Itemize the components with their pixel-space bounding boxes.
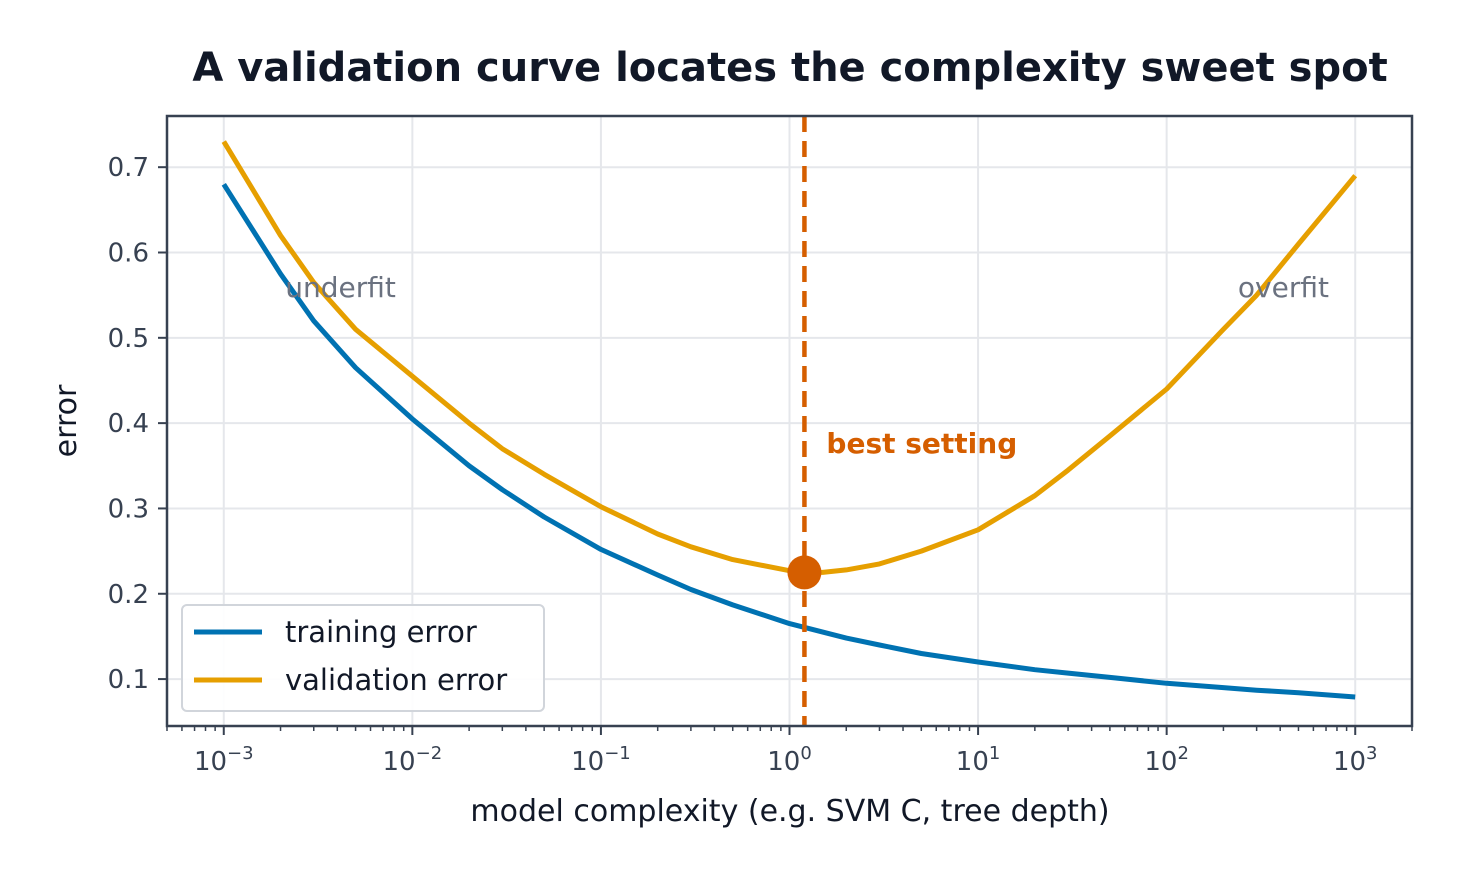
x-tick-label: 10−3 [194, 743, 254, 777]
best-setting-marker [787, 555, 822, 590]
region-label-overfit: overfit [1238, 271, 1329, 304]
legend: training error validation error [181, 604, 545, 712]
y-tick-label: 0.5 [108, 324, 149, 354]
y-axis-ticks: 0.1 0.2 0.3 0.4 0.5 0.6 0.7 [108, 153, 167, 695]
x-tick-label: 102 [1144, 743, 1189, 777]
y-tick-label: 0.2 [108, 580, 149, 610]
legend-label-training-error: training error [285, 615, 477, 649]
x-tick-label: 103 [1333, 743, 1378, 777]
y-tick-label: 0.1 [108, 665, 149, 695]
grid-lines [167, 116, 1412, 726]
series-line-training-error [221, 182, 1356, 700]
legend-box [181, 604, 545, 712]
y-tick-label: 0.4 [108, 409, 149, 439]
x-tick-label: 101 [956, 743, 1001, 777]
x-tick-label: 10−1 [571, 743, 631, 777]
x-axis-label: model complexity (e.g. SVM C, tree depth… [470, 794, 1109, 829]
region-label-underfit: underfit [285, 271, 396, 304]
x-axis-ticks: 10−3 10−2 10−1 100 101 102 103 [194, 726, 1378, 777]
legend-label-validation-error: validation error [285, 663, 507, 697]
x-tick-label: 100 [767, 743, 812, 777]
x-tick-label: 10−2 [383, 743, 443, 777]
y-tick-label: 0.6 [108, 239, 149, 269]
best-setting-label: best setting [826, 427, 1017, 460]
y-tick-label: 0.3 [108, 494, 149, 524]
y-tick-label: 0.7 [108, 153, 149, 183]
annotations: best setting underfit overfit [285, 116, 1329, 726]
y-axis-label: error [49, 384, 84, 457]
chart-title: A validation curve locates the complexit… [192, 45, 1387, 91]
